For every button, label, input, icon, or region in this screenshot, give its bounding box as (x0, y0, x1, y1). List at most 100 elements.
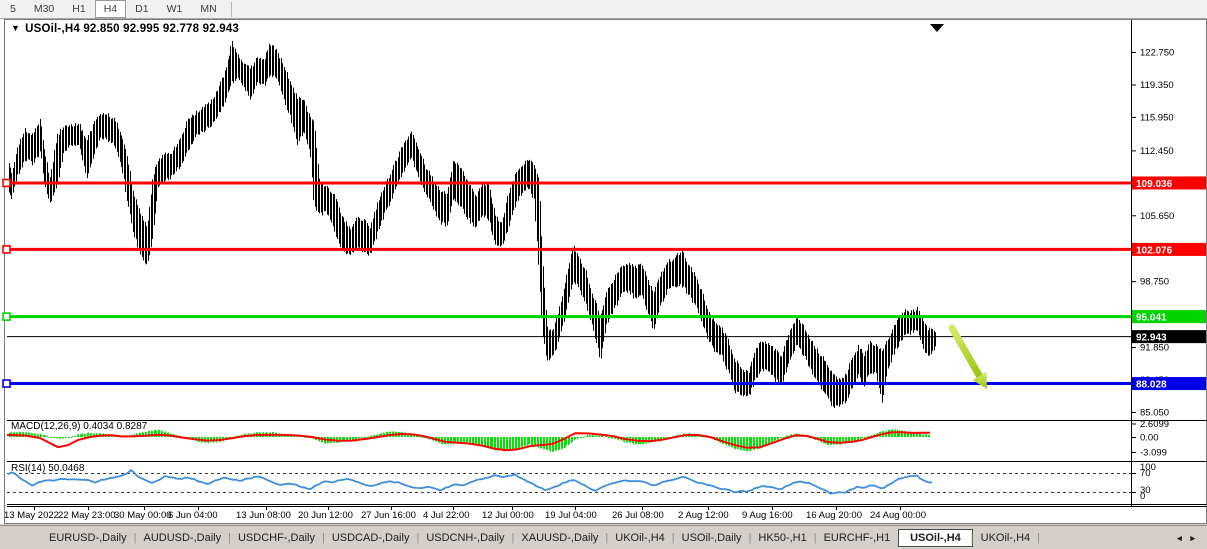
symbol-dropdown-icon[interactable]: ▼ (11, 23, 21, 33)
tab-scroll-arrows: ◄► (1175, 533, 1202, 543)
candle-bars (9, 40, 936, 408)
downtrend-arrow-annotation[interactable] (948, 324, 987, 389)
price-tick-label: 85.050 (1140, 407, 1169, 418)
tab-separator: | (321, 531, 325, 544)
hline-102.076[interactable]: 102.076 (2, 242, 1206, 256)
svg-text:92.943: 92.943 (1136, 333, 1167, 344)
rsi-axis-label: 0 (1140, 491, 1145, 502)
timeframe-button-5[interactable]: 5 (10, 3, 16, 15)
timeframe-toolbar: 5 M30 H1 H4 D1 W1 MN (0, 0, 1207, 19)
hline-price-label (1132, 242, 1206, 256)
price-tick-label: 98.750 (1140, 277, 1169, 288)
tab-separator: | (970, 531, 974, 544)
macd-pane: 2.6099 0.00 -3.099 (6, 419, 1169, 459)
symbol-tab-ukoil-h4[interactable]: UKOil-,H4 (615, 531, 665, 544)
tab-separator: | (228, 531, 231, 544)
symbol-tab-audusd-daily[interactable]: AUDUSD-,Daily (143, 531, 222, 544)
symbol-tab-usdcad-daily[interactable]: USDCAD-,Daily (331, 531, 410, 544)
time-tick-label: 30 May 00:00 (114, 510, 172, 521)
tab-separator: | (133, 531, 137, 544)
tab-separator: | (748, 531, 752, 544)
hline-price-label (1132, 330, 1206, 344)
macd-axis-label: 0.00 (1140, 433, 1159, 444)
symbol-tab-hk50-h1[interactable]: HK50-,H1 (758, 531, 807, 544)
svg-text:88.028: 88.028 (1136, 380, 1167, 391)
hline-handle[interactable] (2, 312, 11, 321)
macd-indicator-label: MACD(12,26,9) 0.4034 0.8287 (11, 421, 148, 432)
chart-shift-marker-icon[interactable] (930, 24, 944, 32)
price-tick-label: 91.850 (1140, 343, 1169, 354)
time-tick-label: 26 Jul 08:00 (612, 510, 664, 521)
svg-text:102.076: 102.076 (1136, 245, 1173, 256)
tab-separator: | (416, 531, 420, 544)
time-tick-label: 9 Aug 16:00 (742, 510, 793, 521)
tab-separator: | (605, 531, 609, 544)
hline-handle[interactable] (2, 379, 11, 388)
time-tick-label: 12 Jul 00:00 (482, 510, 534, 521)
symbol-tab-usdcnh-daily[interactable]: USDCNH-,Daily (426, 531, 505, 544)
timeframe-button-mn[interactable]: MN (200, 3, 217, 15)
hline-price-label (1132, 377, 1206, 391)
macd-axis-label: -3.099 (1140, 448, 1167, 459)
tab-scroll-left-icon[interactable]: ◄ (1175, 533, 1189, 543)
hline-109.036[interactable]: 109.036 (2, 176, 1206, 190)
symbol-tabbar: EURUSD-,Daily | AUDUSD-,Daily | USDCHF-,Dail… (0, 525, 1207, 549)
tab-separator: | (671, 531, 675, 544)
time-tick-label: 22 May 23:00 (58, 510, 116, 521)
tab-scroll-right-icon[interactable]: ► (1188, 533, 1202, 543)
toolbar-separator (230, 1, 232, 17)
symbol-tab-xauusd-daily[interactable]: XAUUSD-,Daily (521, 531, 599, 544)
rsi-axis-label: 70 (1140, 468, 1151, 479)
price-tick-label: 119.350 (1140, 80, 1174, 91)
hline-88.028[interactable]: 88.028 (2, 377, 1206, 391)
time-tick-label: 24 Aug 00:00 (870, 510, 926, 521)
price-tick-label: 105.650 (1140, 211, 1174, 222)
time-tick-label: 20 Jun 12:00 (298, 510, 353, 521)
price-tick-label: 115.950 (1140, 112, 1174, 123)
symbol-tab-usoil-h4[interactable]: USOil-,H4 (898, 528, 973, 547)
chart-background (0, 19, 1207, 524)
price-tick-label: 122.750 (1140, 48, 1174, 59)
timeframe-button-h4[interactable]: H4 (94, 0, 127, 18)
symbol-tab-eurusd-daily[interactable]: EURUSD-,Daily (49, 531, 127, 544)
time-tick-label: 2 Aug 12:00 (678, 510, 729, 521)
chart-title-text: USOil-,H4 92.850 92.995 92.778 92.943 (25, 23, 240, 35)
rsi-indicator-label: RSI(14) 50.0468 (11, 463, 85, 474)
tab-separator: | (813, 531, 817, 544)
hline-price-label (1132, 176, 1206, 190)
svg-text:109.036: 109.036 (1136, 179, 1173, 190)
rsi-line (7, 469, 933, 495)
tab-separator: | (1037, 531, 1041, 544)
rsi-axis-label: 30 (1140, 485, 1151, 496)
price-tick-label: 112.450 (1140, 146, 1174, 157)
hline-handle[interactable] (2, 178, 11, 188)
svg-text:95.041: 95.041 (1136, 313, 1167, 324)
tab-separator: | (511, 531, 515, 544)
timeframe-button-h1[interactable]: H1 (72, 3, 86, 15)
macd-signal-line (6, 431, 930, 452)
chart-title: ▼ USOil-,H4 92.850 92.995 92.778 92.943 (11, 23, 239, 35)
hline-price-label (1132, 310, 1206, 324)
hline-92.943: 92.943 (7, 330, 1206, 344)
time-tick-label: 6 Jun 04:00 (168, 510, 218, 521)
timeframe-button-d1[interactable]: D1 (135, 3, 149, 15)
timeframe-button-m30[interactable]: M30 (33, 3, 55, 15)
time-tick-label: 27 Jun 16:00 (361, 510, 416, 521)
timeframe-button-w1[interactable]: W1 (166, 3, 183, 15)
time-tick-label: 13 Jun 08:00 (236, 510, 291, 521)
symbol-tab-ukoil-h4[interactable]: UKOil-,H4 (980, 531, 1031, 544)
hline-95.041[interactable]: 95.041 (2, 310, 1206, 324)
symbol-tab-usdchf-daily[interactable]: USDCHF-,Daily (237, 531, 315, 544)
pane-borders (7, 20, 1207, 507)
hline-handle[interactable] (2, 245, 11, 254)
symbol-tab-usoil-daily[interactable]: USOil-,Daily (681, 531, 742, 544)
rsi-axis-label: 100 (1140, 462, 1156, 473)
time-tick-label: 16 Aug 20:00 (806, 510, 862, 521)
macd-axis-label: 2.6099 (1140, 419, 1169, 430)
time-tick-label: 13 May 2022 (4, 510, 59, 521)
symbol-tab-eurchf-h1[interactable]: EURCHF-,H1 (823, 531, 891, 544)
time-tick-label: 19 Jul 04:00 (545, 510, 597, 521)
